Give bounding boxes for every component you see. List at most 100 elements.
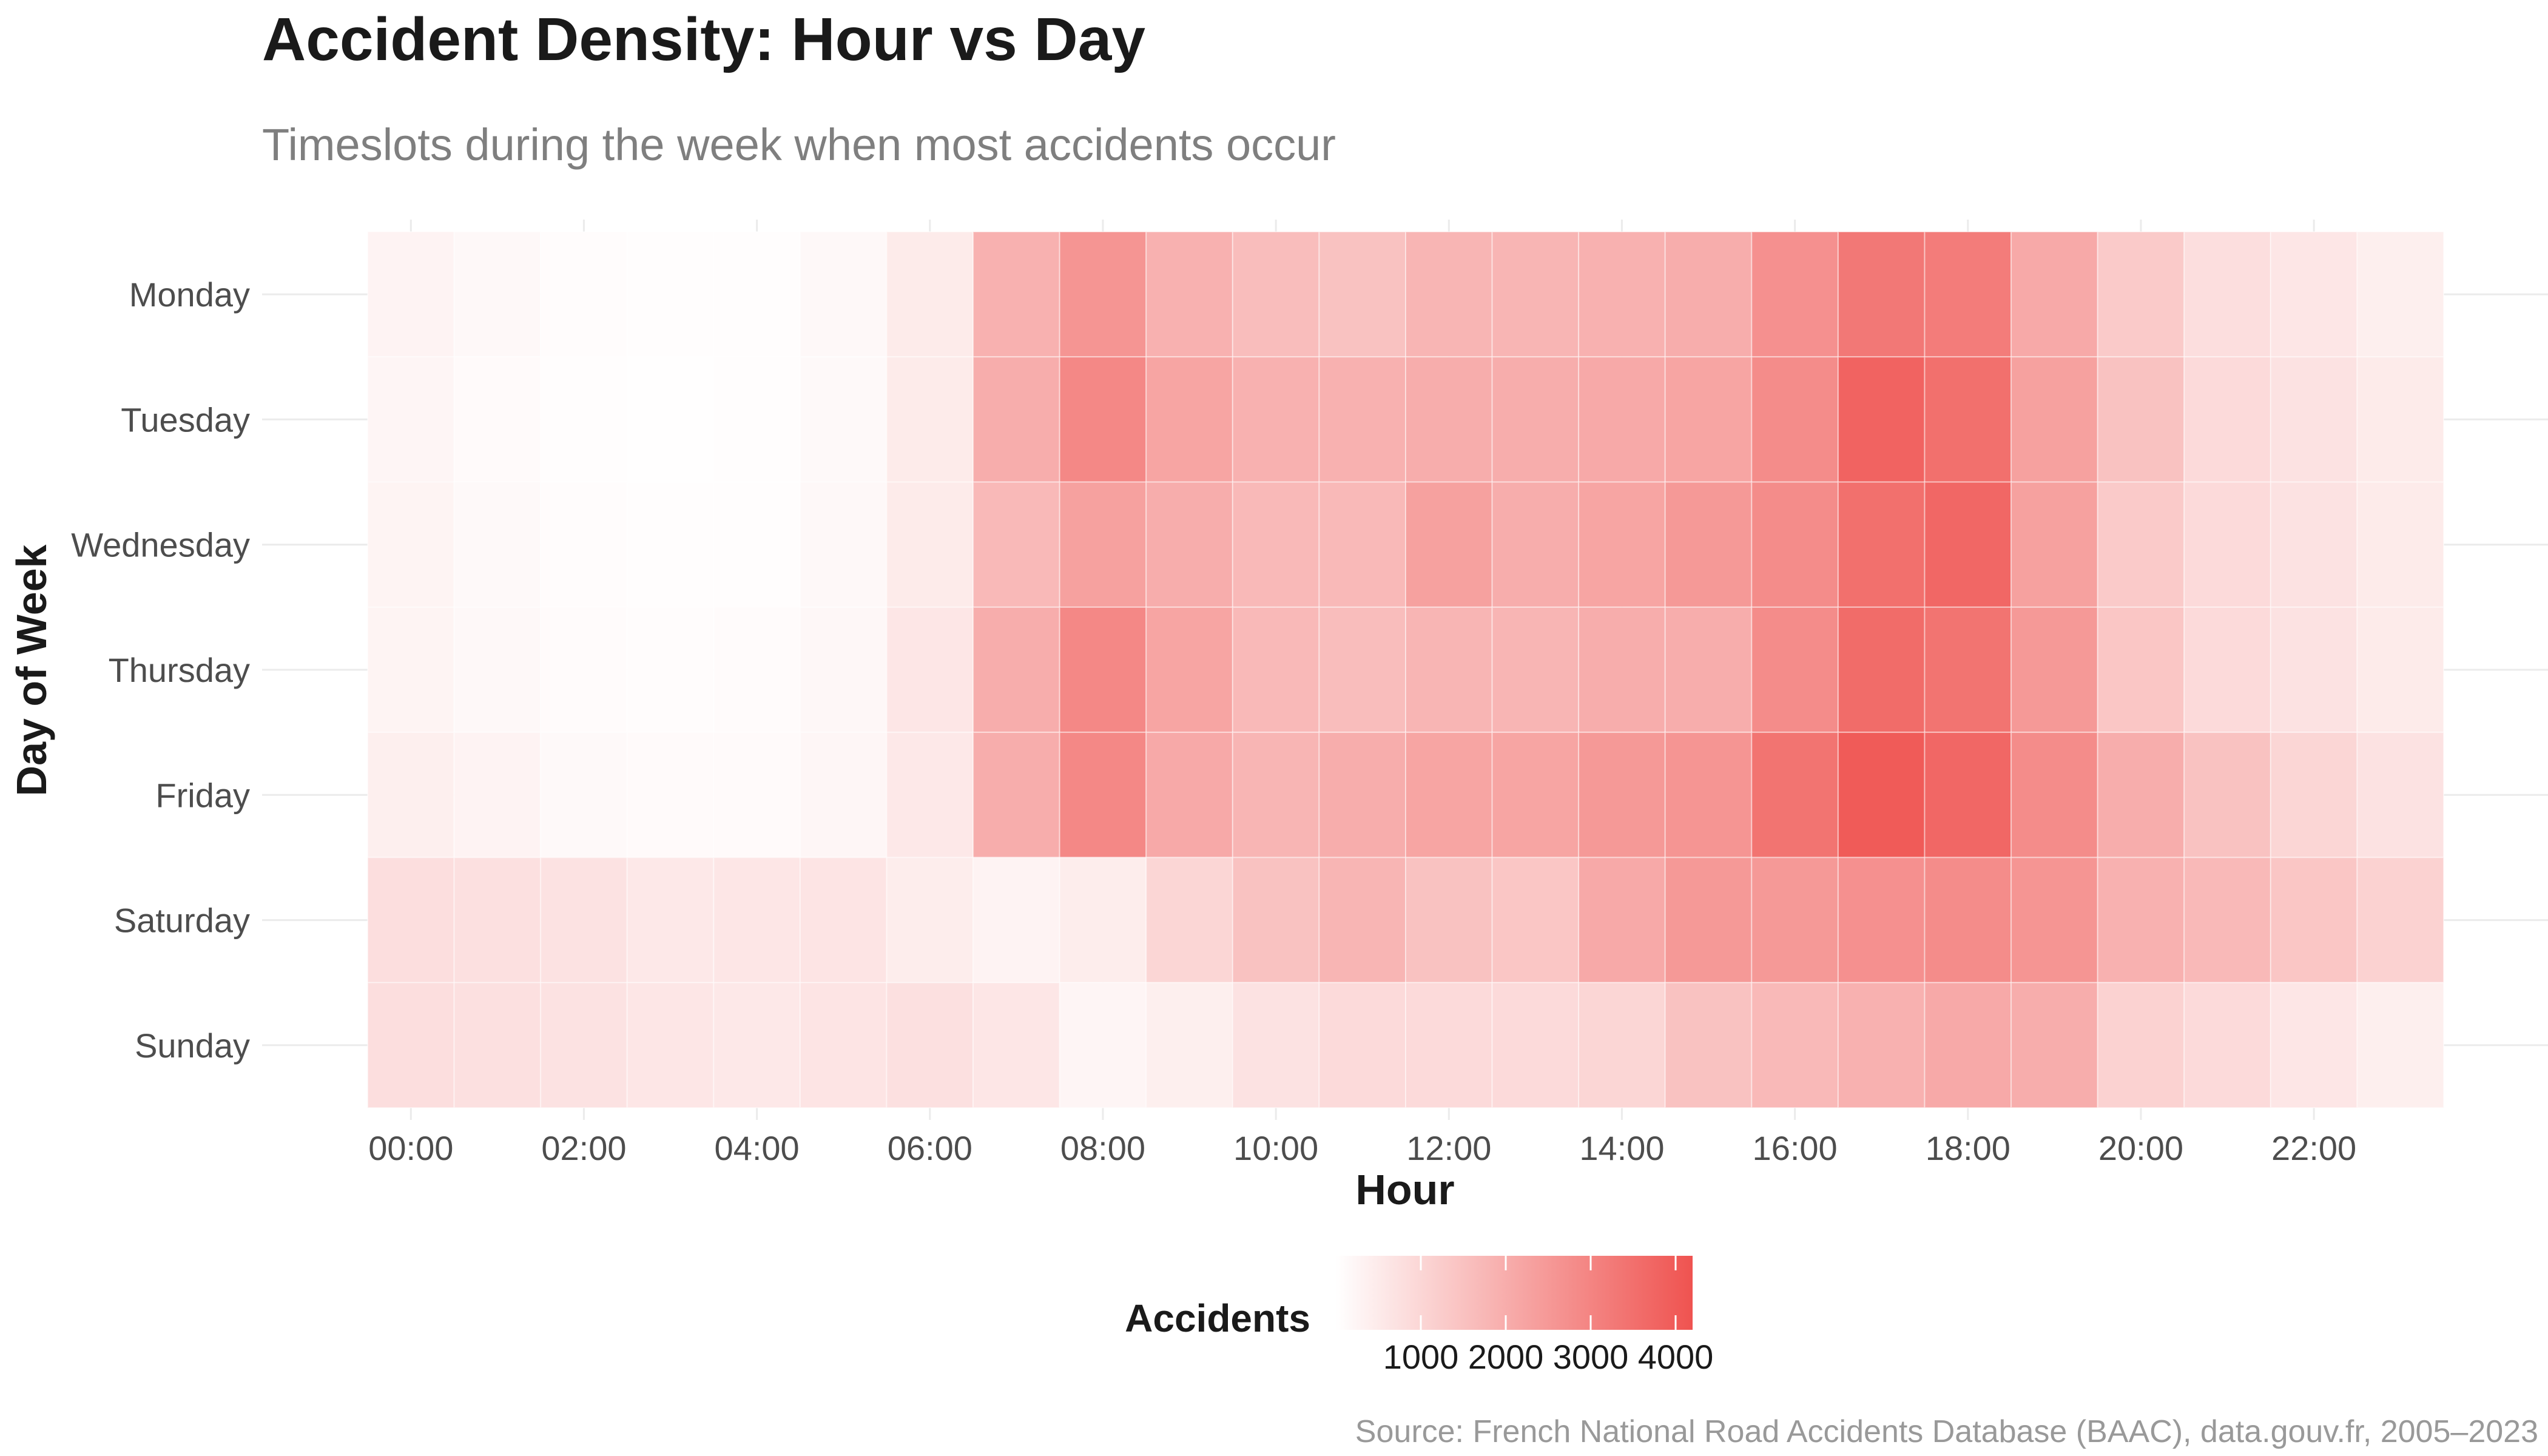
heatmap-cell: [1059, 356, 1147, 483]
heatmap-cell: [713, 231, 801, 358]
heatmap-cell: [799, 982, 888, 1108]
heatmap-cell: [2270, 857, 2358, 983]
x-tick-label: 04:00: [715, 1129, 800, 1167]
heatmap-cell: [453, 481, 542, 608]
heatmap-cell: [1145, 732, 1233, 858]
x-tick-label: 22:00: [2271, 1129, 2356, 1167]
heatmap-cell: [2356, 356, 2445, 483]
heatmap-cell: [2183, 481, 2271, 608]
heatmap-cell: [1578, 982, 1666, 1108]
heatmap-cell: [1664, 356, 1753, 483]
legend-ticks: 1000 2000 3000 4000: [1383, 1256, 1713, 1376]
heatmap-cell: [1664, 606, 1753, 733]
heatmap-cell: [1491, 606, 1580, 733]
heatmap-cell: [540, 231, 628, 358]
heatmap-cell: [367, 982, 455, 1108]
heatmap-cell: [626, 356, 715, 483]
heatmap-cell: [367, 231, 455, 358]
legend-tick-label: 3000: [1553, 1338, 1629, 1376]
heatmap-cell: [540, 481, 628, 608]
heatmap-cell: [886, 732, 974, 858]
heatmap-cell: [1924, 732, 2012, 858]
x-tick-label: 00:00: [368, 1129, 453, 1167]
heatmap-cell: [540, 606, 628, 733]
legend-tick-label: 1000: [1383, 1338, 1459, 1376]
heatmap-cell: [2010, 732, 2098, 858]
heatmap-cell: [1578, 231, 1666, 358]
heatmap-cell: [799, 356, 888, 483]
heatmap-cell: [1318, 857, 1407, 983]
y-axis-ticks: Monday Tuesday Wednesday Thursday Friday Satu…: [71, 275, 250, 1065]
heatmap-cell: [367, 481, 455, 608]
heatmap-cell: [1145, 606, 1233, 733]
heatmap-cell: [1924, 356, 2012, 483]
y-tick-label: Monday: [129, 275, 250, 314]
heatmap-cell: [2270, 356, 2358, 483]
heatmap-cell: [453, 231, 542, 358]
heatmap-cell: [1405, 857, 1493, 983]
legend-tick-label: 2000: [1468, 1338, 1544, 1376]
heatmap-cell: [626, 857, 715, 983]
heatmap-cell: [1924, 481, 2012, 608]
heatmap-cell: [1837, 732, 1926, 858]
heatmap-cell: [2356, 481, 2445, 608]
heatmap-cell: [1491, 481, 1580, 608]
heatmap-cell: [2270, 982, 2358, 1108]
heatmap-cell: [626, 481, 715, 608]
heatmap-cell: [2183, 356, 2271, 483]
heatmap-cell: [972, 982, 1060, 1108]
heatmap-cell: [2270, 606, 2358, 733]
y-tick-label: Tuesday: [121, 400, 250, 439]
x-tick-label: 12:00: [1406, 1129, 1491, 1167]
color-legend: Accidents 1000 2000 3000 4000: [1125, 1256, 1713, 1376]
heatmap-cell: [1145, 356, 1233, 483]
heatmap-cell: [1491, 356, 1580, 483]
heatmap-cell: [713, 481, 801, 608]
heatmap-cell: [1751, 732, 1839, 858]
heatmap-cell: [1578, 356, 1666, 483]
y-tick-label: Wednesday: [71, 526, 250, 564]
heatmap-cell: [1924, 231, 2012, 358]
heatmap-cell: [1664, 481, 1753, 608]
x-tick-label: 18:00: [1926, 1129, 2010, 1167]
heatmap-cell: [453, 606, 542, 733]
heatmap-cell: [972, 857, 1060, 983]
chart-subtitle: Timeslots during the week when most acci…: [262, 120, 1336, 170]
heatmap-cell: [367, 606, 455, 733]
heatmap-cell: [2270, 231, 2358, 358]
heatmap-cell: [886, 857, 974, 983]
heatmap-cell: [2270, 481, 2358, 608]
heatmap-cell: [2097, 606, 2185, 733]
heatmap-cell: [540, 732, 628, 858]
heatmap-cell: [713, 732, 801, 858]
y-tick-label: Sunday: [135, 1026, 250, 1065]
heatmap-cell: [799, 606, 888, 733]
heatmap-cell: [2097, 481, 2185, 608]
heatmap-cell: [2097, 732, 2185, 858]
heatmap-cell: [1318, 481, 1407, 608]
heatmap-cell: [1232, 857, 1320, 983]
heatmap-cell: [1664, 982, 1753, 1108]
source-caption: Source: French National Road Accidents D…: [1355, 1414, 2538, 1449]
heatmap-cell: [1318, 231, 1407, 358]
heatmap-cell: [367, 857, 455, 983]
heatmap-cell: [453, 356, 542, 483]
heatmap-cell: [1405, 231, 1493, 358]
y-tick-label: Thursday: [109, 651, 250, 689]
heatmap-cell: [2183, 231, 2271, 358]
heatmap-cell: [1318, 356, 1407, 483]
heatmap-cell: [2183, 982, 2271, 1108]
heatmap-cell: [713, 606, 801, 733]
y-axis-title: Day of Week: [8, 544, 55, 796]
heatmap-cell: [2010, 481, 2098, 608]
heatmap-cell: [2356, 231, 2445, 358]
heatmap-cell: [1318, 982, 1407, 1108]
heatmap-cell: [886, 606, 974, 733]
heatmap-cell: [453, 857, 542, 983]
heatmap-cell: [1664, 231, 1753, 358]
heatmap-cell: [1837, 481, 1926, 608]
heatmap-cell: [453, 982, 542, 1108]
heatmap-cell: [713, 857, 801, 983]
heatmap-cell: [972, 606, 1060, 733]
